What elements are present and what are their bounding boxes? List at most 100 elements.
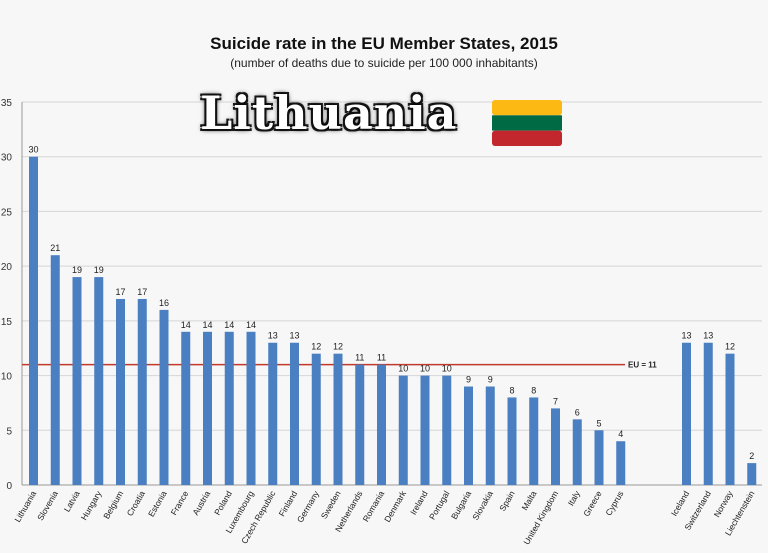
flag-stripe-middle bbox=[492, 115, 562, 131]
bar bbox=[94, 277, 104, 485]
category-label: Slovenia bbox=[35, 489, 60, 522]
data-label: 13 bbox=[703, 331, 713, 341]
data-label: 8 bbox=[509, 385, 514, 395]
category-label: Croatia bbox=[125, 489, 147, 518]
data-label: 19 bbox=[72, 265, 82, 275]
data-label: 17 bbox=[137, 287, 147, 297]
flag-stripe-bottom bbox=[492, 130, 562, 146]
data-label: 12 bbox=[311, 342, 321, 352]
eu-average-label: EU = 11 bbox=[628, 361, 657, 370]
data-label: 21 bbox=[50, 243, 60, 253]
data-label: 9 bbox=[466, 375, 471, 385]
category-label: Ireland bbox=[408, 489, 430, 517]
data-label: 9 bbox=[488, 375, 493, 385]
chart-title: Suicide rate in the EU Member States, 20… bbox=[210, 34, 558, 53]
data-label: 13 bbox=[268, 331, 278, 341]
y-tick-label: 5 bbox=[6, 426, 12, 437]
data-label: 17 bbox=[115, 287, 125, 297]
bar bbox=[50, 255, 60, 485]
bar bbox=[529, 397, 539, 485]
bar bbox=[224, 331, 234, 485]
bar bbox=[747, 463, 757, 485]
data-label: 10 bbox=[420, 364, 430, 374]
data-label: 11 bbox=[377, 353, 386, 363]
category-label: Belgium bbox=[101, 489, 125, 521]
category-label: Slovakia bbox=[470, 489, 495, 522]
bar bbox=[159, 309, 169, 485]
bar bbox=[725, 353, 735, 485]
category-label: Estonia bbox=[146, 489, 169, 519]
y-tick-label: 15 bbox=[1, 317, 13, 328]
category-label: Denmark bbox=[382, 488, 408, 524]
data-label: 14 bbox=[224, 320, 234, 330]
bar bbox=[246, 331, 256, 485]
data-label: 30 bbox=[28, 145, 38, 155]
data-label: 12 bbox=[725, 342, 735, 352]
y-tick-label: 0 bbox=[6, 481, 12, 492]
bar bbox=[594, 430, 604, 485]
data-label: 4 bbox=[618, 429, 623, 439]
category-label: Greece bbox=[581, 489, 604, 518]
bar bbox=[137, 298, 147, 485]
data-label: 5 bbox=[596, 418, 601, 428]
category-label: Hungary bbox=[79, 488, 104, 521]
data-label: 14 bbox=[202, 320, 212, 330]
bar bbox=[616, 441, 626, 485]
category-label: Spain bbox=[497, 489, 517, 513]
bar bbox=[682, 342, 691, 485]
bar bbox=[507, 397, 517, 485]
country-overlay-text: Lithuania bbox=[200, 86, 458, 140]
y-tick-label: 20 bbox=[1, 262, 13, 273]
data-label: 13 bbox=[289, 331, 299, 341]
category-label: Italy bbox=[566, 488, 583, 507]
data-label: 8 bbox=[531, 385, 536, 395]
category-label: Norway bbox=[712, 488, 735, 519]
category-label: Portugal bbox=[427, 489, 452, 522]
category-label: Finland bbox=[277, 489, 300, 518]
data-label: 19 bbox=[94, 265, 104, 275]
bar bbox=[268, 342, 278, 485]
category-label: Cyprus bbox=[603, 489, 625, 517]
bar bbox=[464, 386, 473, 485]
data-label: 13 bbox=[681, 331, 691, 341]
bar bbox=[703, 342, 713, 485]
chart-subtitle: (number of deaths due to suicide per 100… bbox=[230, 56, 538, 70]
data-label: 2 bbox=[749, 451, 754, 461]
y-tick-label: 30 bbox=[1, 153, 13, 164]
data-label: 11 bbox=[355, 353, 364, 363]
data-label: 7 bbox=[553, 396, 558, 406]
bar bbox=[377, 364, 386, 485]
bar bbox=[485, 386, 495, 485]
bar bbox=[29, 156, 38, 485]
data-label: 14 bbox=[246, 320, 256, 330]
category-label: Latvia bbox=[62, 489, 82, 514]
bar bbox=[203, 331, 212, 485]
y-tick-label: 25 bbox=[1, 207, 13, 218]
data-label: 14 bbox=[181, 320, 191, 330]
y-tick-label: 10 bbox=[1, 372, 13, 383]
category-label: Germany bbox=[295, 488, 322, 524]
bar bbox=[290, 342, 299, 485]
category-label: Poland bbox=[212, 489, 234, 517]
bar bbox=[442, 375, 452, 485]
data-label: 10 bbox=[398, 364, 408, 374]
category-label: France bbox=[169, 489, 191, 517]
bar bbox=[420, 375, 430, 485]
category-label: Austria bbox=[190, 489, 212, 517]
category-label: Malta bbox=[519, 489, 538, 512]
bar bbox=[116, 298, 125, 485]
bar bbox=[72, 277, 82, 485]
flag-stripe-top bbox=[492, 100, 562, 116]
bar bbox=[311, 353, 321, 485]
data-label: 16 bbox=[159, 298, 169, 308]
bar bbox=[181, 331, 191, 485]
bar bbox=[355, 364, 365, 485]
bar bbox=[333, 353, 343, 485]
data-label: 6 bbox=[575, 407, 580, 417]
category-label: Iceland bbox=[669, 489, 692, 518]
bar bbox=[551, 408, 560, 485]
bar bbox=[398, 375, 408, 485]
lithuania-flag-icon bbox=[492, 100, 562, 146]
